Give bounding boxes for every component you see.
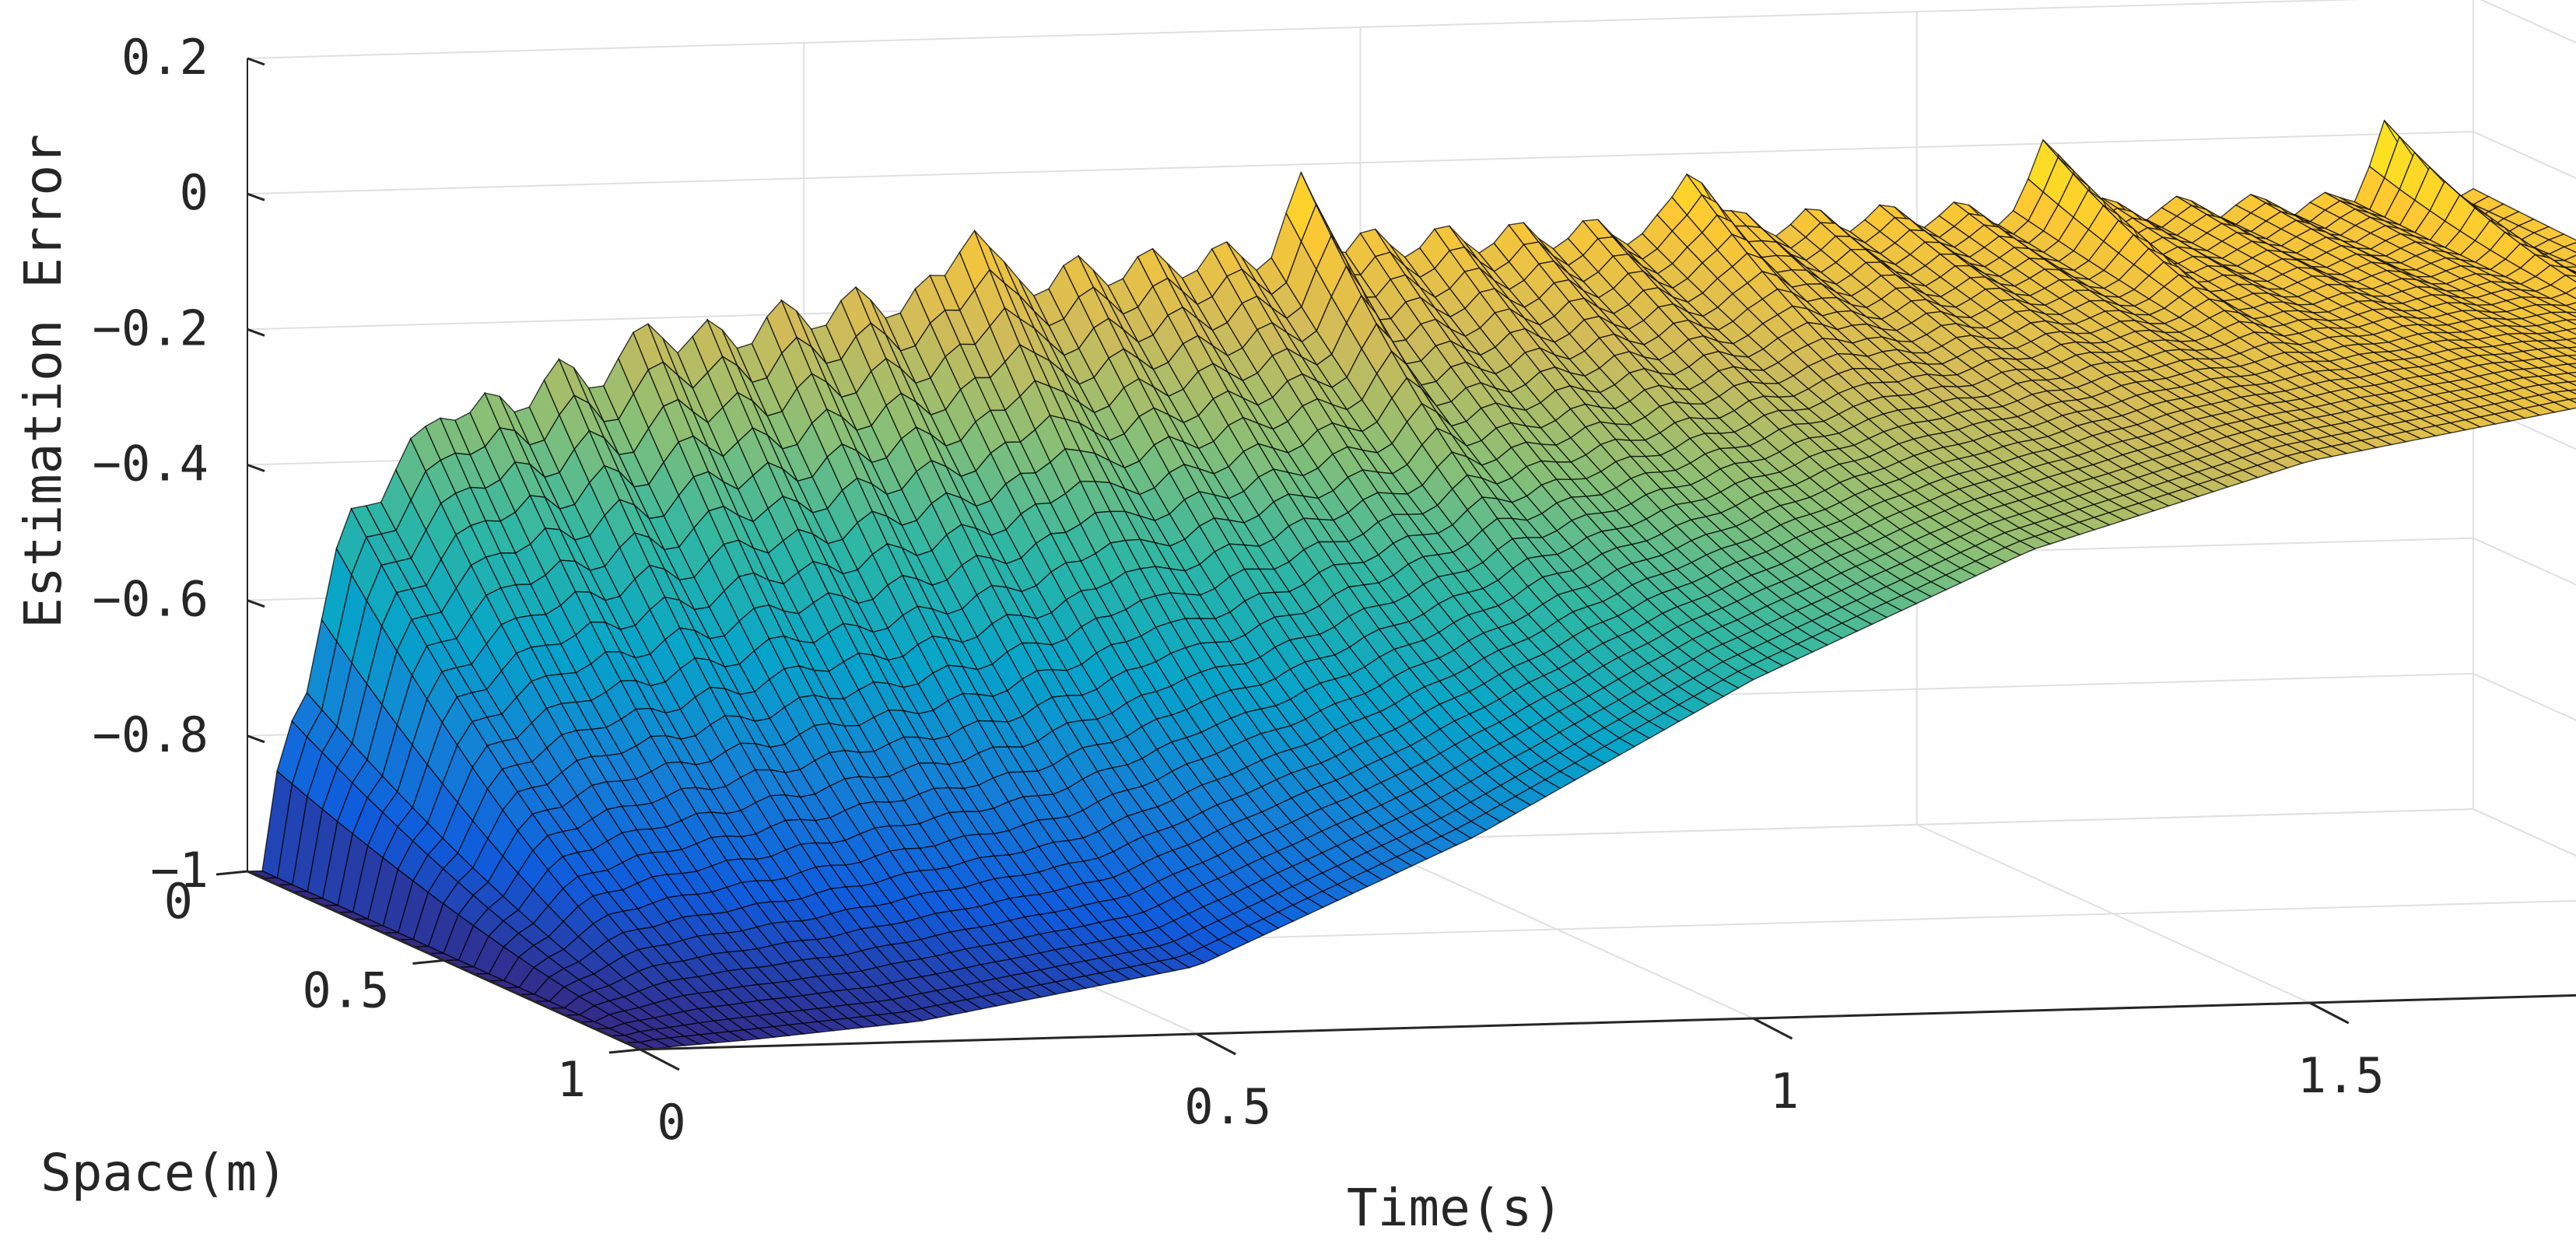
error-surface bbox=[247, 119, 2576, 1050]
gridline-z-side bbox=[2480, 0, 2576, 44]
surface-patch bbox=[2550, 274, 2576, 294]
y-axis-label: Space(m) bbox=[40, 1143, 288, 1203]
surface-patch bbox=[2550, 293, 2576, 307]
x-tick-label: 0.5 bbox=[1184, 1078, 1271, 1135]
z-axis-label: Estimation Error bbox=[13, 134, 73, 629]
y-tick-mark bbox=[608, 1048, 641, 1054]
x-tick-mark bbox=[1752, 1017, 1793, 1040]
surface-patch bbox=[2550, 265, 2576, 277]
surface-patch bbox=[2563, 242, 2576, 254]
y-tick-label: 1 bbox=[557, 1051, 586, 1108]
surface-patch bbox=[2563, 254, 2576, 266]
y-tick-mark bbox=[412, 959, 444, 965]
z-tick-mark bbox=[247, 599, 265, 608]
surface-patch bbox=[2547, 233, 2576, 248]
gridline-z-side bbox=[2473, 537, 2576, 586]
z-tick-label: −0.8 bbox=[93, 706, 209, 763]
gridline-z-back bbox=[247, 0, 2362, 59]
z-tick-mark bbox=[247, 464, 265, 472]
gridline-z-back bbox=[247, 131, 2474, 195]
surface-patch bbox=[2548, 246, 2576, 261]
gridline-x-floor bbox=[2473, 808, 2576, 857]
z-tick-label: −0.2 bbox=[93, 300, 209, 356]
x-tick-mark bbox=[1196, 1032, 1236, 1056]
z-tick-label: −1 bbox=[150, 842, 209, 899]
z-tick-label: 0.2 bbox=[121, 29, 209, 86]
x-axis-label: Time(s) bbox=[1347, 1178, 1563, 1238]
z-tick-mark bbox=[247, 328, 265, 337]
gridline-z-side bbox=[2473, 672, 2576, 721]
y-tick-label: 0.5 bbox=[303, 962, 390, 1019]
surface-patch bbox=[2564, 302, 2576, 311]
surface-patch bbox=[2564, 267, 2576, 275]
gridline-z-side bbox=[2473, 808, 2576, 857]
z-tick-label: 0 bbox=[180, 164, 209, 221]
z-tick-mark bbox=[247, 57, 265, 66]
surface-patch bbox=[2550, 304, 2576, 314]
gridline-z-side bbox=[2473, 401, 2576, 450]
gridline-z-side bbox=[2473, 131, 2576, 180]
z-tick-mark bbox=[247, 734, 265, 744]
x-tick-label: 1 bbox=[1770, 1063, 1799, 1120]
z-tick-mark bbox=[247, 192, 265, 201]
x-tick-mark bbox=[2309, 1001, 2350, 1025]
z-tick-label: −0.6 bbox=[93, 571, 209, 628]
x-tick-mark bbox=[640, 1048, 680, 1071]
y-tick-mark bbox=[216, 870, 248, 876]
x-tick-label: 0 bbox=[657, 1094, 685, 1151]
x-tick-label: 1.5 bbox=[2297, 1047, 2385, 1104]
z-tick-label: −0.4 bbox=[93, 436, 209, 492]
